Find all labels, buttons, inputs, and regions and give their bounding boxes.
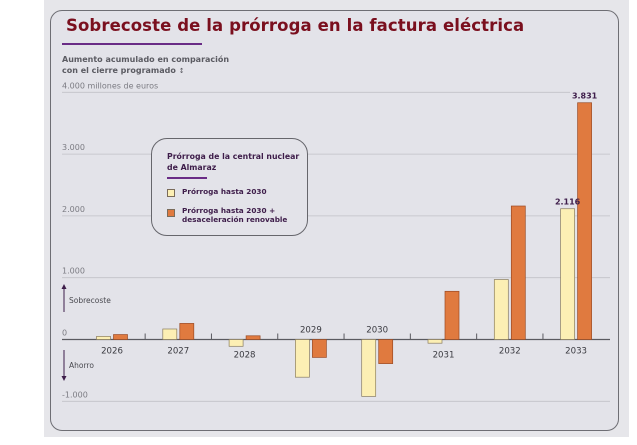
bar-2030-series-2 (378, 339, 394, 364)
legend-label: Prórroga hasta 2030 (182, 187, 267, 196)
data-label: 3.831 (572, 92, 598, 101)
bar-2030-series-1 (361, 339, 377, 397)
legend-swatch-light (167, 189, 175, 197)
x-category-label: 2029 (300, 326, 322, 336)
legend-item-prorroga-desaceleracion: Prórroga hasta 2030 + desaceleración ren… (167, 206, 302, 224)
bar-2033-series-1 (560, 208, 575, 340)
legend-underline (167, 177, 207, 179)
bar-2032-series-2 (510, 205, 526, 340)
data-label: 2.116 (555, 198, 581, 207)
chart-title: Sobrecoste de la prórroga en la factura … (66, 16, 525, 35)
chart-subtitle: Aumento acumulado en comparación con el … (62, 54, 282, 77)
y-tick-label: 1.000 (62, 267, 85, 276)
y-tick-label: 0 (62, 329, 67, 338)
x-category-label: 2030 (366, 326, 388, 336)
subtitle-line-2: con el cierre programado ↕ (62, 65, 282, 77)
subtitle-line-2-text: con el cierre programado (62, 66, 176, 75)
bar-2029-series-2 (312, 339, 327, 358)
legend-swatch-dark (167, 209, 175, 217)
title-underline (62, 43, 202, 45)
x-category-label: 2033 (565, 347, 587, 357)
bar-2027-series-1 (162, 328, 178, 340)
bar-2029-series-1 (295, 339, 310, 378)
arrow-up-head-icon (61, 284, 67, 289)
x-category-label: 2026 (101, 347, 123, 357)
legend-label: Prórroga hasta 2030 + desaceleración ren… (182, 206, 288, 224)
bar-2027-series-2 (179, 323, 195, 340)
y-tick-label: -1.000 (62, 390, 88, 399)
ahorro-label: Ahorro (69, 361, 94, 370)
bar-2031-series-2 (444, 290, 460, 340)
x-category-label: 2028 (234, 351, 256, 361)
bar-2028-series-2 (245, 335, 261, 340)
legend-item-prorroga-2030: Prórroga hasta 2030 (167, 187, 267, 197)
bar-2032-series-1 (493, 279, 509, 340)
up-down-arrow-icon: ↕ (178, 67, 185, 75)
bar-2031-series-1 (427, 339, 443, 344)
bar-2026-series-2 (113, 334, 128, 340)
y-tick-label: 2.000 (62, 205, 85, 214)
x-category-label: 2031 (433, 351, 455, 361)
subtitle-line-1: Aumento acumulado en comparación (62, 55, 230, 64)
legend-title: Prórroga de la central nuclear de Almara… (167, 152, 300, 172)
y-tick-label: 3.000 (62, 143, 85, 152)
sobrecoste-label: Sobrecoste (69, 296, 111, 305)
bar-2026-series-1 (96, 336, 111, 340)
arrow-down-head-icon (61, 376, 67, 381)
bar-2033-series-2 (577, 102, 592, 340)
y-axis-unit-label: 4.000 millones de euros (62, 81, 158, 90)
x-category-label: 2032 (499, 347, 521, 357)
legend: Prórroga de la central nuclear de Almara… (151, 138, 308, 236)
x-category-label: 2027 (167, 347, 189, 357)
bar-2028-series-1 (228, 339, 244, 347)
